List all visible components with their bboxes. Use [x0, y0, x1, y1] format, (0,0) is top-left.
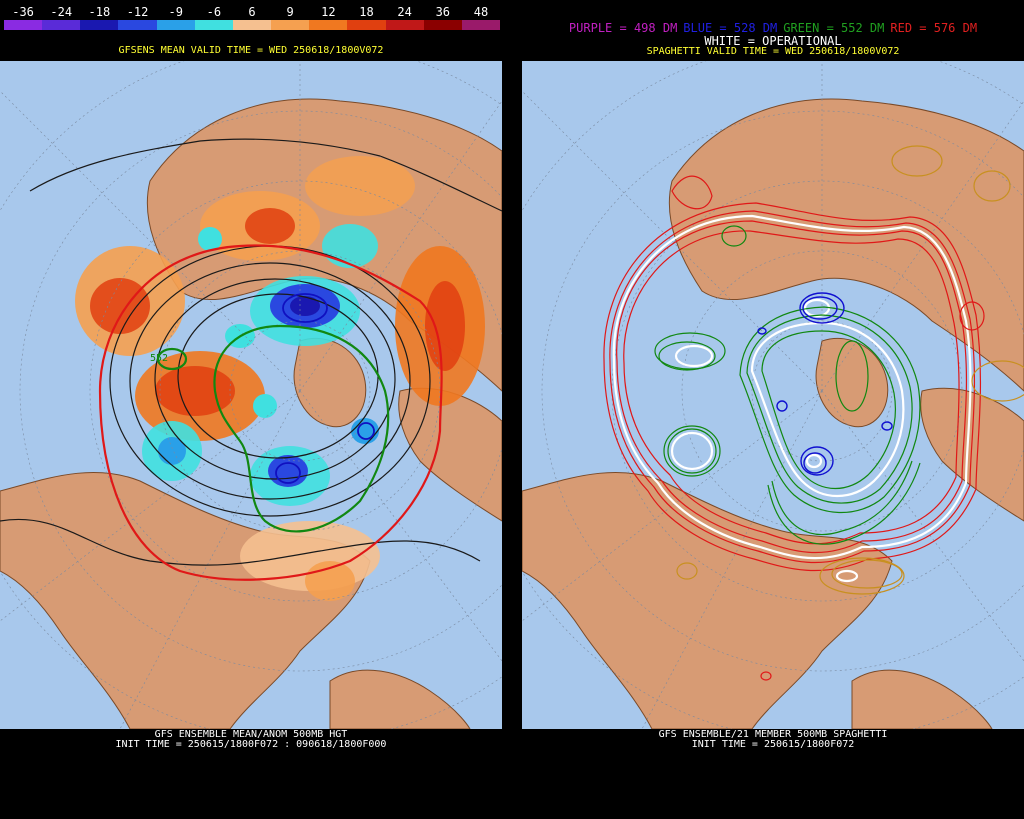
legend-entry: GREEN = 552 DM	[783, 21, 885, 35]
red-576-members	[603, 175, 982, 572]
colorbar-label: -6	[206, 5, 222, 19]
colorbar-label: 18	[359, 5, 374, 19]
legend-entry: RED = 576 DM	[890, 21, 978, 35]
colorbar-swatch	[423, 20, 462, 30]
colorbar-label: -36	[12, 5, 34, 19]
north-america-land	[522, 471, 893, 729]
greenland-land	[815, 337, 889, 428]
anomaly-colorbar: -36 -24 -18 -12 -9 -6 6 9 12 18 24 36 48	[4, 4, 501, 36]
greenland-land	[293, 337, 367, 428]
left-footer-line1: GFS ENSEMBLE MEAN/ANOM 500MB HGT	[154, 729, 348, 740]
colorbar-label: -18	[88, 5, 111, 19]
colorbar-label: -12	[126, 5, 149, 19]
blue-528-contour	[275, 293, 375, 484]
right-footer-line2: INIT TIME = 250615/1800F072	[691, 739, 855, 750]
yellow-members	[676, 145, 1024, 595]
spaghetti-panel: PURPLE = 498 DM BLUE = 528 DM GREEN = 552 …	[522, 0, 1024, 819]
colorbar-labels: -36 -24 -18 -12 -9 -6 6 9 12 18 24 36 48	[4, 4, 500, 20]
blue-528-members	[757, 292, 893, 476]
ensemble-mean-map: 552	[0, 61, 502, 729]
operational-run	[612, 214, 972, 583]
south-america-land	[329, 669, 471, 729]
colorbar-swatch	[385, 20, 424, 30]
colorbar-label: 6	[248, 5, 256, 19]
left-footer-line2: INIT TIME = 250615/1800F072 : 090618/180…	[115, 739, 387, 750]
colorbar-swatch	[4, 20, 43, 30]
colorbar-label: 9	[286, 5, 294, 19]
colorbar-label: 12	[321, 5, 336, 19]
operational-label: WHITE = OPERATIONAL	[704, 34, 842, 48]
colorbar-swatch	[347, 20, 386, 30]
colorbar-swatch	[118, 20, 157, 30]
green-552-contour	[156, 324, 390, 533]
south-america-land	[851, 669, 993, 729]
colorbar-swatch	[232, 20, 272, 30]
legend-entry: PURPLE = 498 DM	[568, 21, 678, 35]
africa-land	[920, 387, 1024, 522]
spaghetti-map	[522, 61, 1024, 729]
contour-label: 552	[150, 353, 168, 364]
colorbar-swatch	[42, 20, 81, 30]
right-footer-line1: GFS ENSEMBLE/21 MEMBER 500MB SPAGHETTI	[658, 729, 888, 740]
colorbar-swatch	[309, 20, 348, 30]
colorbar-swatch	[156, 20, 195, 30]
legend-entry: BLUE = 528 DM	[683, 21, 778, 35]
colorbar-label: -9	[168, 5, 183, 19]
right-title: SPAGHETTI VALID TIME = WED 250618/1800V0…	[646, 46, 900, 57]
red-576-contour	[98, 244, 443, 581]
colorbar-swatch	[80, 20, 119, 30]
positive-anomalies	[75, 156, 485, 601]
colorbar-swatch	[461, 20, 501, 30]
green-552-members	[654, 225, 921, 545]
spaghetti-legend: PURPLE = 498 DM BLUE = 528 DM GREEN = 552 …	[522, 22, 1024, 35]
colorbar-label: 24	[397, 5, 412, 19]
colorbar-swatch	[194, 20, 233, 30]
ensemble-mean-panel: -36 -24 -18 -12 -9 -6 6 9 12 18 24 36 48 GFSENS MEAN…	[0, 0, 502, 819]
left-title: GFSENS MEAN VALID TIME = WED 250618/1800…	[118, 45, 384, 56]
colorbar-label: 36	[435, 5, 451, 19]
colorbar-swatch	[271, 20, 310, 30]
colorbar-label: 48	[473, 5, 489, 19]
colorbar-swatches	[4, 20, 501, 30]
eurasia-land	[668, 98, 1024, 392]
colorbar-label: -24	[50, 5, 73, 19]
